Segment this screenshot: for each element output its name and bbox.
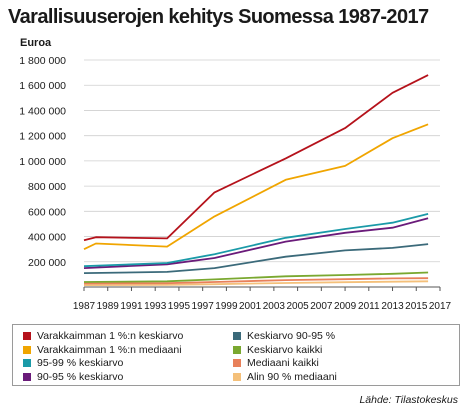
source-note: Lähde: Tilastokeskus: [359, 394, 458, 406]
legend-label: Mediaani kaikki: [247, 357, 319, 369]
x-tick-label: 2007: [310, 301, 333, 312]
y-tick-label: 1 800 000: [19, 55, 66, 67]
legend-label: Keskiarvo 90-95 %: [247, 330, 336, 342]
legend-swatch: [23, 345, 31, 354]
legend-label: 90-95 % keskiarvo: [37, 370, 124, 383]
y-tick-label: 400 000: [28, 232, 66, 244]
x-tick-label: 2005: [286, 301, 309, 312]
legend-swatch: [233, 345, 241, 354]
line-chart: 200 000 400 000 600 000 800 000 1 000 000 1 2…: [19, 55, 452, 312]
y-tick-label: 1 600 000: [19, 80, 66, 92]
series-line: [83, 217, 429, 269]
x-tick-label: 1995: [168, 301, 191, 312]
legend-item: Varakkaimman 1 %:n keskiarvo: [23, 330, 183, 342]
x-tick-label: 2011: [358, 301, 380, 312]
legend-item: 95-99 % keskiarvo: [23, 357, 123, 369]
legend-label: Varakkaimman 1 %:n mediaani: [37, 343, 182, 356]
y-tick-label: 1 200 000: [19, 131, 66, 143]
legend-label: Varakkaimman 1 %:n keskiarvo: [37, 330, 184, 342]
series-line: [83, 213, 429, 268]
x-tick-label: 1993: [144, 301, 167, 312]
legend-label: Alin 90 % mediaani: [247, 370, 337, 383]
x-tick-label: 1999: [215, 301, 238, 312]
legend-swatch: [233, 332, 241, 340]
y-axis-label: Euroa: [20, 37, 52, 49]
series-line: [83, 74, 429, 242]
legend-item: Alin 90 % mediaani: [233, 371, 337, 383]
legend-item: Varakkaimman 1 %:n mediaani: [23, 344, 182, 356]
chart-title: Varallisuuserojen kehitys Suomessa 1987-…: [8, 6, 429, 28]
legend-item: Mediaani kaikki: [233, 357, 319, 369]
legend-swatch: [23, 372, 31, 381]
series-line: [83, 123, 429, 251]
x-tick-label: 2013: [381, 301, 404, 312]
legend-label: Keskiarvo kaikki: [247, 343, 323, 356]
y-tick-label: 800 000: [28, 181, 66, 193]
y-tick-label: 600 000: [28, 206, 66, 218]
legend-item: Keskiarvo 90-95 %: [233, 330, 335, 342]
chart-legend: Varakkaimman 1 %:n keskiarvo Varakkaimman…: [12, 324, 460, 386]
x-tick-label: 2009: [334, 301, 357, 312]
series-line: [83, 277, 429, 285]
x-tick-label: 1987: [73, 301, 96, 312]
x-tick-label: 2017: [429, 301, 452, 312]
x-tick-label: 1991: [120, 301, 143, 312]
x-tick-label: 2001: [239, 301, 262, 312]
x-tick-label: 1989: [97, 301, 120, 312]
legend-swatch: [23, 359, 31, 367]
legend-swatch: [23, 332, 31, 340]
legend-item: Keskiarvo kaikki: [233, 344, 322, 356]
legend-swatch: [233, 372, 241, 381]
x-tick-label: 1997: [192, 301, 215, 312]
series-line: [83, 280, 429, 287]
y-tick-label: 1 400 000: [19, 105, 66, 117]
x-tick-label: 2015: [405, 301, 428, 312]
series-line: [83, 271, 429, 283]
y-tick-label: 1 000 000: [19, 156, 66, 168]
y-tick-label: 200 000: [28, 257, 66, 269]
legend-label: 95-99 % keskiarvo: [37, 357, 124, 369]
series-line: [83, 243, 429, 274]
x-tick-label: 2003: [263, 301, 286, 312]
legend-swatch: [233, 359, 241, 367]
legend-item: 90-95 % keskiarvo: [23, 371, 123, 383]
